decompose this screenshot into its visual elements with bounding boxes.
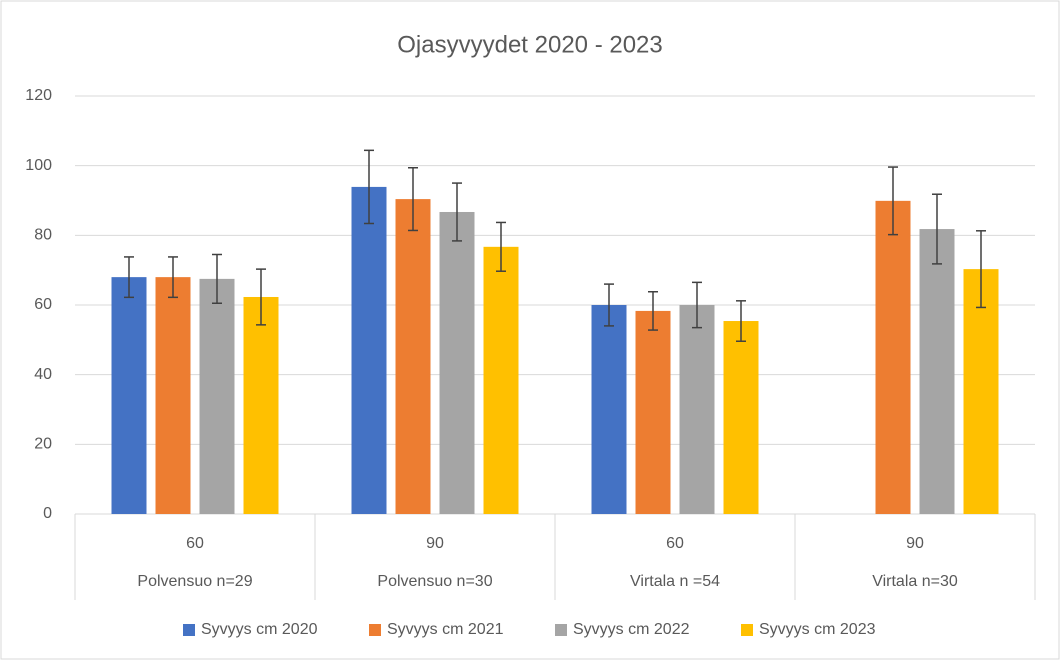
error-bar: [976, 230, 986, 309]
error-bar: [408, 167, 418, 232]
y-tick-label: 40: [34, 366, 52, 383]
bar: [591, 305, 627, 514]
error-bar: [692, 281, 702, 329]
y-tick-label: 100: [25, 157, 52, 174]
bar: [395, 199, 431, 514]
x-tick-label: 60: [186, 535, 204, 552]
error-bar: [212, 253, 222, 305]
legend-swatch: [741, 624, 753, 636]
x-group-label: Polvensuo n=29: [137, 573, 252, 590]
legend-label: Syvyys cm 2021: [387, 621, 504, 638]
error-bar: [932, 193, 942, 265]
bar: [919, 229, 955, 514]
chart-title: Ojasyvyydet 2020 - 2023: [397, 31, 663, 58]
legend-swatch: [183, 624, 195, 636]
bar: [875, 200, 911, 514]
x-group-label: Polvensuo n=30: [377, 573, 492, 590]
legend-swatch: [369, 624, 381, 636]
bar: [439, 211, 475, 514]
legend-label: Syvyys cm 2022: [573, 621, 690, 638]
x-group-label: Virtala n =54: [630, 573, 720, 590]
legend-label: Syvyys cm 2020: [201, 621, 318, 638]
bar: [723, 321, 759, 514]
bar: [199, 278, 235, 514]
x-tick-label: 90: [906, 535, 924, 552]
x-group-label: Virtala n=30: [872, 573, 958, 590]
error-bar: [124, 256, 134, 299]
error-bar: [452, 182, 462, 242]
error-bar: [496, 221, 506, 272]
y-tick-label: 80: [34, 227, 52, 244]
bar: [483, 246, 519, 514]
x-tick-label: 60: [666, 535, 684, 552]
error-bar: [604, 283, 614, 327]
bar: [635, 310, 671, 514]
bar: [155, 277, 191, 514]
error-bar: [888, 166, 898, 236]
error-bar: [364, 149, 374, 225]
bar: [351, 186, 387, 515]
bar: [963, 269, 999, 514]
bar: [111, 277, 147, 514]
bar: [679, 305, 715, 514]
x-tick-label: 90: [426, 535, 444, 552]
y-tick-label: 120: [25, 87, 52, 104]
error-bar: [168, 256, 178, 299]
bar: [243, 296, 279, 514]
y-tick-label: 0: [43, 505, 52, 522]
error-bar: [256, 268, 266, 326]
error-bar: [648, 291, 658, 331]
y-tick-label: 20: [34, 436, 52, 453]
legend-swatch: [555, 624, 567, 636]
error-bar: [736, 300, 746, 342]
legend-label: Syvyys cm 2023: [759, 621, 876, 638]
y-tick-label: 60: [34, 296, 52, 313]
